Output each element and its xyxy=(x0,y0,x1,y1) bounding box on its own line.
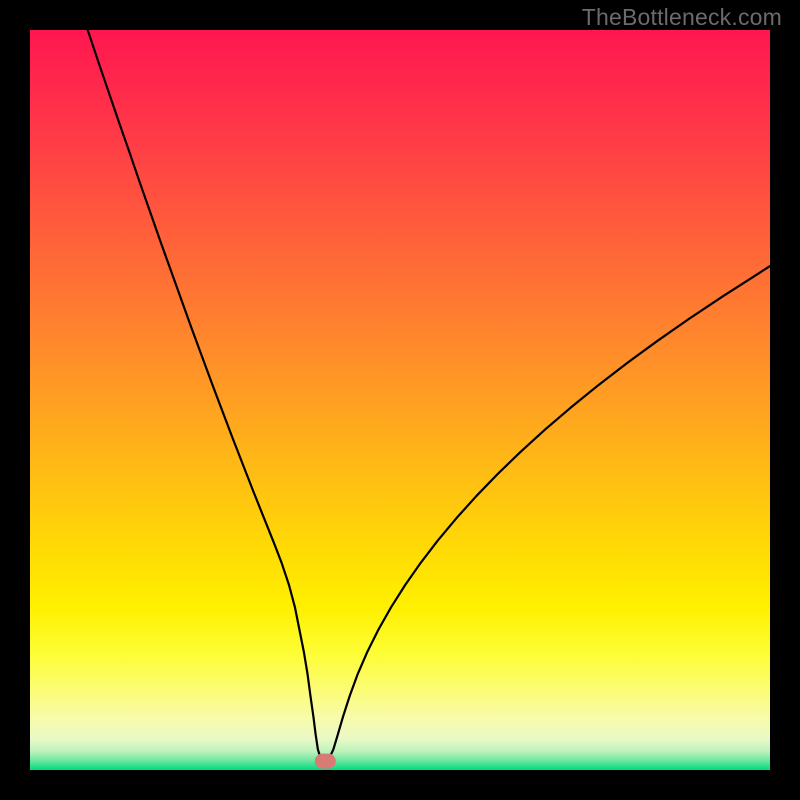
gradient-background xyxy=(30,30,770,770)
watermark-text: TheBottleneck.com xyxy=(582,4,782,31)
chart-container: TheBottleneck.com xyxy=(0,0,800,800)
bottleneck-chart-svg xyxy=(30,30,770,770)
minimum-marker xyxy=(315,754,335,768)
plot-area xyxy=(30,30,770,770)
